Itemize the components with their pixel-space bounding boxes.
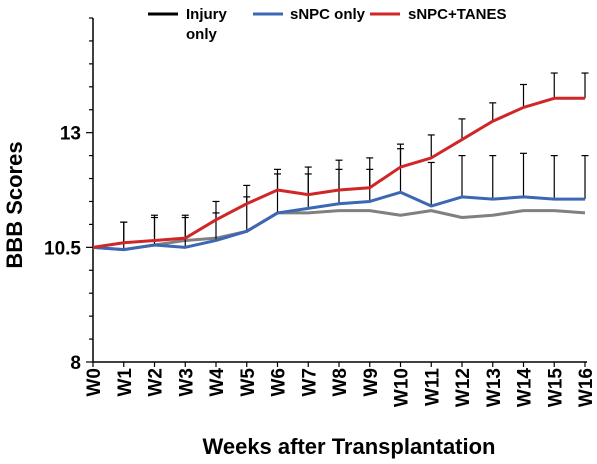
axes: [92, 18, 587, 363]
x-tick-label: W14: [515, 368, 536, 408]
x-tick-label: W9: [361, 368, 382, 397]
legend-item: sNPC+TANES: [370, 6, 507, 23]
x-tick-label: W1: [115, 368, 136, 397]
x-tick-label: W4: [207, 368, 228, 397]
x-tick-label: W3: [176, 368, 197, 397]
series-line: [92, 190, 585, 252]
x-tick-label: W13: [484, 368, 505, 407]
x-tick-label: W16: [576, 368, 597, 407]
y-ticks: 8 10.5 13: [44, 17, 93, 374]
series-snpc-tanes: [92, 72, 589, 249]
x-tick-label: W2: [146, 368, 167, 397]
y-axis-title: BBB Scores: [2, 141, 27, 268]
y-tick-label: 10.5: [44, 238, 81, 259]
x-tick-label: W8: [330, 368, 351, 397]
x-tick-label: W15: [545, 368, 566, 408]
x-tick-label: W10: [392, 368, 413, 407]
x-axis-title: Weeks after Transplantation: [202, 434, 495, 459]
legend-label: Injury only: [186, 6, 227, 43]
legend-item: Injury only: [148, 6, 227, 43]
x-tick-label: W5: [238, 368, 259, 397]
series-snpc-only: [92, 148, 589, 252]
series-layer: [92, 72, 589, 252]
x-tick-label: W7: [299, 368, 320, 397]
x-tick-label: W12: [453, 368, 474, 407]
legend-label: sNPC only: [290, 6, 366, 23]
x-ticks: W0 W1 W2 W3 W4 W5 W6 W7 W8 W9 W10 W11 W12 W13 W14 W15 W1…: [84, 362, 597, 407]
series-injury-only: [92, 209, 586, 252]
y-tick-label: 13: [60, 124, 81, 145]
x-tick-label: W6: [269, 368, 290, 397]
legend-label: sNPC+TANES: [408, 6, 507, 23]
series-line: [92, 209, 586, 252]
legend: Injury only sNPC only sNPC+TANES: [148, 6, 507, 43]
x-tick-label: W11: [422, 368, 443, 406]
x-tick-label: W0: [84, 368, 105, 397]
series-line: [92, 96, 585, 249]
y-tick-label: 8: [70, 353, 81, 374]
legend-item: sNPC only: [253, 6, 366, 23]
